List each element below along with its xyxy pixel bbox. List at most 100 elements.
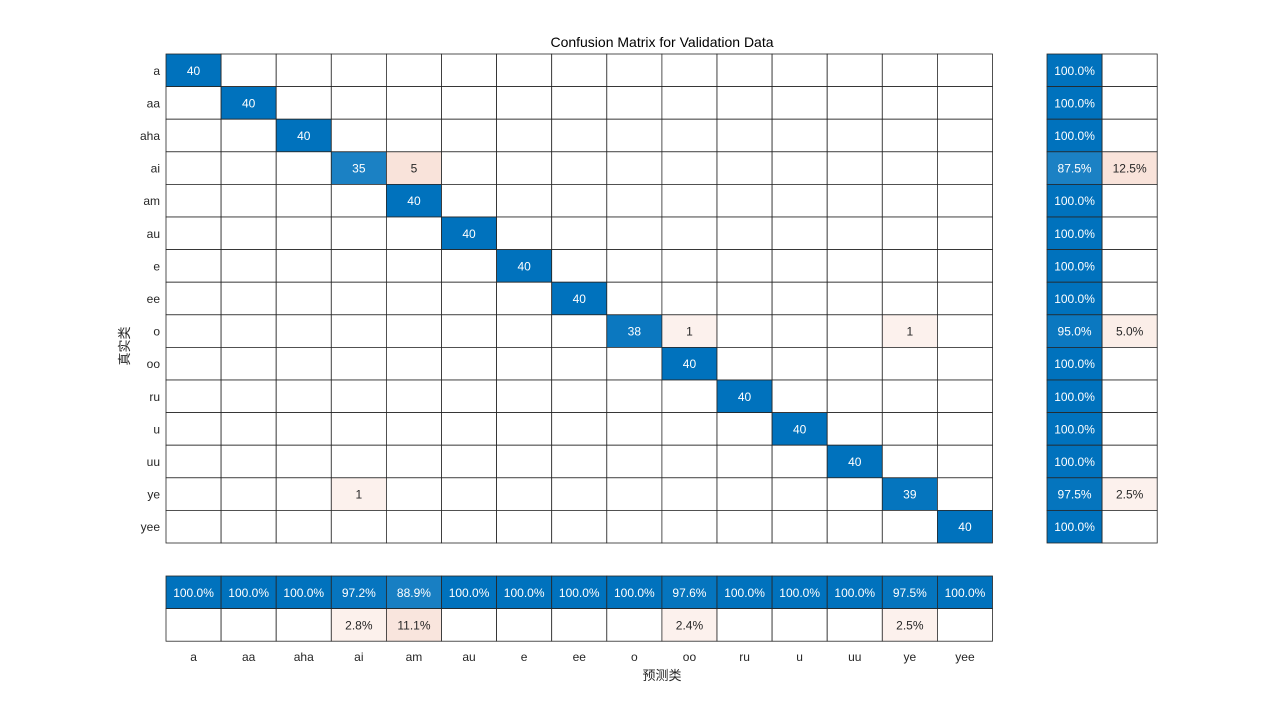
matrix-cell: [496, 53, 553, 87]
column-summary-incorrect-cell: [551, 608, 608, 642]
x-tick-label: a: [190, 650, 197, 664]
matrix-cell: [220, 151, 277, 185]
matrix-cell: [881, 444, 938, 479]
matrix-cell: [441, 509, 497, 544]
column-summary-correct-label: 100.0%: [559, 586, 600, 600]
matrix-cell: [441, 281, 497, 316]
row-summary-correct-label: 97.5%: [1058, 488, 1092, 502]
row-summary-incorrect-cell: [1101, 151, 1158, 185]
y-tick-label: yee: [141, 520, 161, 534]
row-summary-incorrect-cell: [1101, 412, 1158, 446]
matrix-cell: [551, 444, 608, 479]
matrix-cell: [606, 477, 663, 511]
matrix-cell: [220, 53, 277, 87]
row-summary-correct-cell: [1046, 314, 1103, 348]
matrix-cell: [937, 379, 993, 413]
cell-value-label: 40: [462, 227, 476, 241]
matrix-cell: [606, 86, 663, 120]
matrix-cell: [716, 53, 773, 87]
matrix-cell: [771, 86, 828, 120]
matrix-cell: [881, 216, 938, 250]
matrix-cell: [606, 53, 663, 87]
row-summary-correct-cell: [1046, 151, 1103, 185]
column-summary-correct-label: 100.0%: [173, 586, 214, 600]
cell-value-label: 40: [242, 96, 256, 110]
column-summary-correct-cell: [220, 575, 277, 609]
row-summary-correct-cell: [1046, 86, 1103, 120]
matrix-cell: [165, 249, 222, 283]
matrix-cell: [826, 412, 883, 446]
matrix-cell: [441, 118, 497, 153]
matrix-cell: [716, 249, 773, 283]
x-axis-label: 预测类: [642, 668, 681, 683]
cell-value-label: 40: [793, 422, 807, 436]
column-summary-correct-label: 100.0%: [834, 586, 875, 600]
matrix-cell: [881, 249, 938, 283]
matrix-cell: [496, 314, 553, 348]
matrix-cell: [275, 118, 332, 153]
matrix-cell: [441, 53, 497, 87]
matrix-cell: [385, 346, 442, 381]
column-summary-incorrect-cell: [826, 608, 883, 642]
matrix-cell: [881, 314, 938, 348]
column-summary-correct-label: 100.0%: [945, 586, 986, 600]
matrix-cell: [165, 216, 222, 250]
matrix-cell: [661, 183, 718, 218]
column-summary-correct-cell: [551, 575, 608, 609]
matrix-cell: [220, 412, 277, 446]
cell-value-label: 40: [187, 64, 201, 78]
matrix-cell: [165, 151, 222, 185]
matrix-cell: [606, 216, 663, 250]
matrix-cell: [771, 346, 828, 381]
matrix-cell: [385, 281, 442, 316]
cell-value-label: 39: [903, 488, 917, 502]
row-summary-incorrect-cell: [1101, 477, 1158, 511]
matrix-cell: [220, 249, 277, 283]
matrix-cell: [330, 249, 387, 283]
matrix-cell: [220, 477, 277, 511]
matrix-cell: [661, 118, 718, 153]
column-summary-correct-cell: [496, 575, 553, 609]
matrix-cell: [661, 509, 718, 544]
matrix-cell: [937, 509, 993, 544]
row-summary-incorrect-cell: [1101, 118, 1158, 153]
matrix-cell: [826, 477, 883, 511]
matrix-cell: [551, 314, 608, 348]
row-summary-correct-label: 100.0%: [1054, 422, 1095, 436]
column-summary-incorrect-cell: [881, 608, 938, 642]
x-tick-label: o: [631, 650, 638, 664]
matrix-cell: [606, 151, 663, 185]
matrix-cell: [220, 379, 277, 413]
matrix-cell: [937, 346, 993, 381]
matrix-cell: [330, 118, 387, 153]
matrix-cell: [606, 183, 663, 218]
matrix-cell: [385, 412, 442, 446]
matrix-cell: [551, 509, 608, 544]
matrix-cell: [826, 509, 883, 544]
matrix-cell: [275, 509, 332, 544]
column-summary-correct-label: 100.0%: [504, 586, 545, 600]
matrix-cell: [716, 183, 773, 218]
x-tick-label: aa: [242, 650, 256, 664]
column-summary-incorrect-cell: [716, 608, 773, 642]
matrix-cell: [330, 183, 387, 218]
matrix-cell: [165, 183, 222, 218]
matrix-cell: [330, 281, 387, 316]
matrix-cell: [661, 86, 718, 120]
row-summary-correct-label: 100.0%: [1054, 64, 1095, 78]
matrix-cell: [826, 249, 883, 283]
row-summary-correct-label: 100.0%: [1054, 227, 1095, 241]
matrix-cell: [826, 346, 883, 381]
x-tick-label: ru: [739, 650, 750, 664]
matrix-cell: [441, 86, 497, 120]
matrix-cell: [165, 444, 222, 479]
matrix-cell: [330, 53, 387, 87]
row-summary-incorrect-label: 5.0%: [1116, 325, 1144, 339]
column-summary-incorrect-cell: [385, 608, 442, 642]
matrix-cell: [496, 379, 553, 413]
matrix-cell: [220, 346, 277, 381]
matrix-cell: [275, 86, 332, 120]
row-summary-incorrect-cell: [1101, 314, 1158, 348]
matrix-cell: [826, 216, 883, 250]
